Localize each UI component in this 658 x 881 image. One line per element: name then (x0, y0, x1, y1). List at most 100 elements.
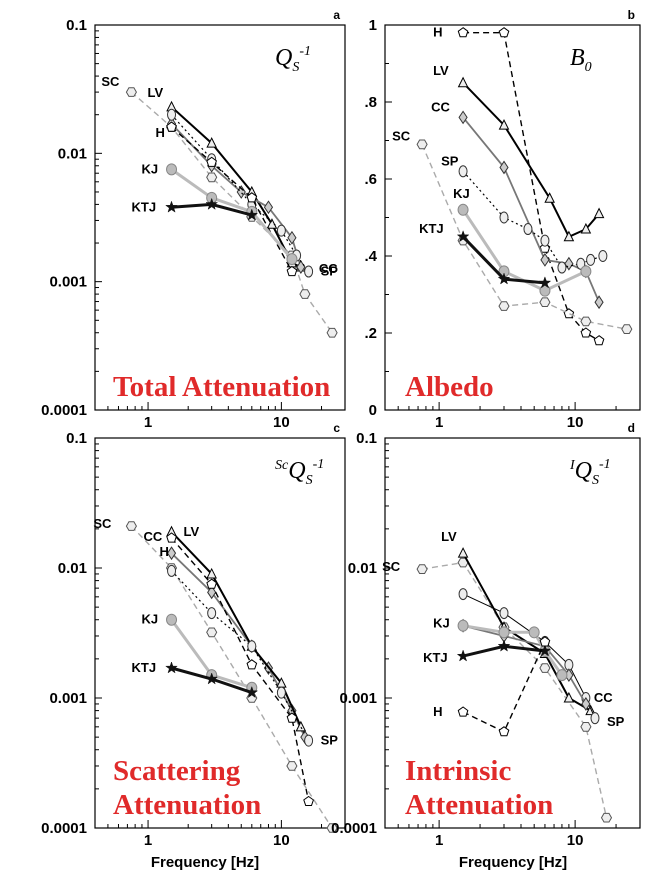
series-label: KJ (453, 186, 470, 201)
series-ktj: KTJ (423, 639, 552, 665)
series-label: SC (101, 74, 120, 89)
x-axis-label-right: Frequency [Hz] (459, 854, 567, 871)
series-label: CC (431, 99, 450, 114)
y-tick-label: 0.0001 (331, 820, 377, 837)
data-point (457, 619, 469, 632)
series-label: LV (148, 85, 164, 100)
y-tick-label: .6 (364, 171, 377, 188)
data-point (167, 108, 177, 121)
data-point (594, 295, 604, 310)
panel-c: 0.1 0.01 0.001 0.0001 1 10 c ScQS-1 SC CC LV SP H KJ K… (41, 421, 346, 849)
panel-caption: Attenuation (113, 789, 261, 821)
data-point (326, 823, 338, 833)
series-label: KJ (142, 161, 159, 176)
data-point (457, 547, 469, 558)
quantity-label: IQS-1 (569, 457, 611, 488)
data-point (205, 197, 219, 210)
y-tick-label: 0.01 (348, 560, 377, 577)
data-point (563, 230, 575, 242)
data-point (544, 192, 555, 203)
series-label: SC (382, 559, 401, 574)
x-tick-label: 1 (144, 414, 152, 431)
quantity-label: ScQS-1 (275, 457, 324, 488)
data-point (539, 297, 551, 307)
data-point (580, 327, 592, 338)
x-axis-label-left: Frequency [Hz] (151, 854, 259, 871)
series-label: KJ (433, 616, 450, 631)
data-point (528, 626, 540, 639)
data-point (600, 812, 613, 823)
series-label: CC (319, 261, 338, 276)
panel-caption: Total Attenuation (113, 371, 330, 403)
data-point (206, 156, 217, 167)
series-h: H (433, 25, 605, 346)
data-point (206, 172, 218, 183)
data-point (326, 327, 338, 338)
data-point (295, 720, 307, 732)
series-line (171, 114, 310, 272)
series-label: SC (93, 516, 112, 531)
x-tick-label: 10 (567, 832, 584, 849)
panel-caption: Albedo (405, 371, 494, 403)
series-h: H (160, 532, 314, 806)
panel-caption: Scattering (113, 755, 241, 787)
series-line (421, 561, 608, 818)
data-point (205, 672, 219, 685)
y-tick-label: 0.1 (66, 430, 87, 447)
data-point (166, 121, 177, 132)
panel-letter: b (628, 8, 635, 22)
plot-frame (94, 24, 346, 411)
series-ktj: KTJ (132, 660, 259, 699)
data-point (457, 76, 469, 88)
panel-caption: Attenuation (405, 789, 553, 821)
data-point (523, 223, 533, 236)
x-tick-label: 1 (435, 832, 443, 849)
data-point (299, 289, 311, 299)
data-point (165, 200, 178, 213)
series-label: LV (184, 524, 200, 539)
y-tick-label: 0 (369, 402, 377, 419)
data-point (125, 87, 137, 97)
data-point (206, 567, 217, 579)
data-point (263, 200, 274, 215)
data-point (457, 203, 469, 216)
data-point (125, 521, 137, 531)
data-point (167, 564, 177, 577)
y-tick-label: 0.01 (58, 145, 87, 162)
data-point (166, 163, 178, 176)
panel-d: 0.1 0.01 0.001 0.0001 1 10 d IQS-1 SC LV SP CC KJ KTJ… (331, 421, 641, 849)
series-label: CC (594, 690, 613, 705)
series-label: KJ (142, 612, 159, 627)
data-point (540, 252, 550, 267)
series-label: KTJ (132, 199, 157, 214)
data-point (586, 253, 596, 266)
data-point (458, 588, 468, 601)
data-point (456, 649, 470, 662)
series-label: H (160, 544, 169, 559)
data-point (166, 546, 177, 561)
data-point (246, 192, 258, 203)
data-point (206, 137, 217, 148)
data-point (593, 207, 605, 219)
data-point (458, 110, 468, 125)
data-point (304, 265, 314, 278)
data-point (580, 265, 592, 278)
series-label: KTJ (132, 660, 157, 675)
series-label: H (433, 704, 442, 719)
series-line (462, 82, 600, 239)
series-label: LV (441, 529, 457, 544)
data-point (538, 276, 552, 289)
data-point (456, 230, 470, 243)
data-point (207, 585, 217, 600)
data-point (245, 685, 259, 699)
data-point (499, 211, 509, 224)
quantity-label: QS-1 (275, 44, 311, 75)
series-label: H (433, 25, 442, 40)
panel-letter: d (628, 421, 635, 435)
series-ktj: KTJ (419, 221, 552, 289)
y-tick-label: 0.001 (49, 274, 87, 291)
panel-caption: Intrinsic (405, 755, 511, 787)
data-point (457, 27, 469, 38)
